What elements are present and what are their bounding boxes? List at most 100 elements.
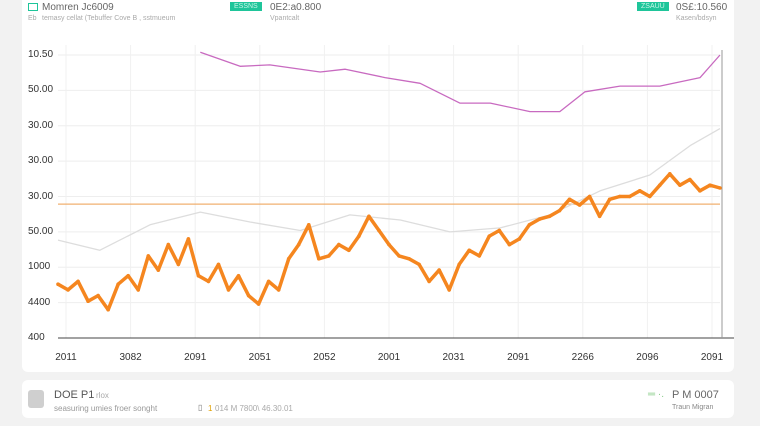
data-point: [537, 217, 542, 221]
data-point: [276, 288, 281, 292]
db-icon: Eb: [28, 15, 37, 22]
data-point: [517, 237, 522, 241]
data-point: [437, 268, 441, 272]
x-tick-label: 2091: [507, 352, 530, 363]
data-point: [668, 172, 672, 176]
data-point: [266, 279, 271, 284]
data-point: [718, 186, 722, 190]
x-tick-label: 2091: [700, 352, 724, 363]
data-point: [146, 254, 151, 258]
data-point: [347, 248, 351, 253]
data-point: [256, 302, 261, 306]
x-tick-label: 2051: [248, 352, 271, 363]
data-point: [587, 194, 592, 199]
x-tick-label: 3082: [119, 352, 142, 363]
data-point: [226, 288, 231, 292]
footer-title: DOE P1: [54, 389, 95, 401]
data-point: [387, 242, 391, 247]
footer-card: [22, 380, 734, 418]
data-point: [206, 279, 211, 284]
y-tick-label: 50.00: [28, 84, 54, 96]
series-line-1: [200, 51, 721, 113]
data-point: [246, 293, 251, 298]
signal-icon: ═ ·.: [648, 389, 664, 400]
data-point: [236, 273, 241, 278]
footer-sub: seasuring umies froer songht: [54, 404, 158, 413]
data-point: [477, 254, 482, 258]
data-point: [216, 262, 221, 267]
data-point: [327, 254, 331, 258]
footer-title-suffix: rlox: [96, 391, 109, 400]
data-point: [136, 288, 141, 292]
data-point: [557, 208, 562, 213]
right-badge: ZSAUU: [637, 2, 669, 11]
data-point: [417, 262, 421, 267]
mid-sub: Vpantcalt: [270, 15, 300, 22]
right-sub: Kasen/bdsyn: [676, 15, 717, 22]
data-point: [607, 197, 612, 202]
document-icon: ▯: [198, 403, 203, 412]
logo-icon: [28, 390, 44, 408]
x-tick-label: 2001: [377, 352, 401, 363]
data-point: [316, 256, 321, 261]
data-point: [306, 223, 311, 227]
y-tick-label: 30.00: [28, 190, 54, 202]
data-point: [547, 214, 552, 219]
data-point: [377, 228, 381, 233]
data-point: [166, 242, 171, 247]
footer-count: 1: [208, 404, 213, 413]
data-point: [116, 282, 120, 287]
data-point: [126, 273, 131, 278]
series-icon: [28, 3, 38, 11]
data-point: [86, 299, 90, 304]
footer-right-value: P M 0007: [672, 389, 719, 401]
data-point: [688, 177, 692, 182]
y-tick-label: 10.50: [28, 49, 54, 60]
data-point: [678, 183, 682, 187]
data-point: [186, 237, 191, 241]
x-tick-label: 2011: [55, 352, 77, 363]
data-point: [658, 183, 662, 187]
data-point: [497, 228, 502, 233]
data-point: [407, 256, 411, 261]
mid-badge: ESSNS: [230, 2, 262, 11]
data-point: [427, 279, 431, 284]
data-point: [617, 194, 622, 199]
footer-right-sub: Traun Migran: [672, 404, 714, 411]
data-point: [56, 282, 60, 287]
data-point: [627, 194, 632, 199]
data-point: [467, 248, 472, 253]
data-point: [176, 262, 181, 267]
data-point: [76, 279, 80, 284]
x-tick-label: 2031: [442, 352, 465, 363]
data-point: [527, 223, 532, 227]
y-tick-label: 1000: [28, 261, 51, 273]
data-point: [647, 194, 652, 199]
x-tick-label: 2091: [184, 352, 207, 363]
x-tick-label: 2266: [571, 352, 594, 363]
y-tick-label: 30.00: [28, 119, 54, 131]
data-point: [577, 203, 582, 207]
y-tick-label: 400: [28, 332, 45, 343]
data-point: [286, 256, 291, 261]
y-tick-label: 4400: [28, 296, 51, 308]
series-line-2: [57, 128, 721, 251]
data-point: [296, 242, 301, 247]
data-point: [637, 189, 642, 193]
data-point: [106, 307, 110, 312]
data-point: [196, 273, 201, 278]
y-tick-label: 50.00: [28, 225, 54, 237]
data-point: [357, 234, 361, 238]
x-tick-label: 2052: [313, 352, 336, 363]
data-point: [457, 262, 462, 267]
data-point: [507, 242, 512, 247]
data-point: [96, 293, 100, 298]
mid-value: 0E2:a0.800: [270, 2, 322, 13]
data-point: [447, 288, 451, 292]
right-value: 0S£:10.560: [676, 2, 728, 13]
data-point: [597, 214, 602, 219]
x-tick-label: 2096: [636, 352, 659, 363]
data-point: [708, 183, 712, 187]
data-point: [156, 268, 161, 272]
